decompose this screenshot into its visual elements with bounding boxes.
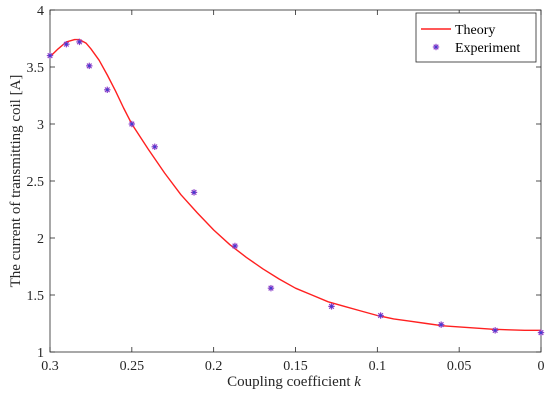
y-tick-label: 4	[37, 4, 44, 19]
legend-experiment-label: Experiment	[455, 41, 520, 56]
y-tick-label: 3.5	[27, 61, 45, 76]
x-tick-label: 0.2	[205, 359, 223, 374]
legend: Theory Experiment	[415, 12, 537, 63]
x-tick-label: 0	[538, 359, 545, 374]
experiment-point	[76, 38, 83, 46]
y-tick-label: 2.5	[27, 175, 45, 190]
legend-experiment-marker	[432, 43, 440, 51]
experiment-point	[437, 321, 445, 328]
experiment-point	[231, 242, 239, 250]
y-tick-label: 1.5	[27, 289, 45, 304]
x-tick-label: 0.05	[447, 359, 472, 374]
experiment-point	[63, 41, 70, 48]
x-axis-label: Coupling coefficient k	[227, 374, 361, 390]
y-axis-ticks: 1 1.5 2 2.5 3 3.5 4	[27, 4, 541, 361]
experiment-point	[377, 312, 384, 319]
x-tick-label: 0.3	[41, 359, 59, 374]
experiment-point	[537, 329, 545, 336]
y-axis-label: The current of transmitting coil [A]	[8, 75, 24, 288]
experiment-point	[328, 303, 335, 310]
plot-area	[46, 9, 545, 353]
experiment-point	[128, 120, 136, 128]
x-tick-label: 0.25	[120, 359, 145, 374]
x-tick-label: 0.1	[369, 359, 387, 374]
experiment-point	[151, 143, 158, 150]
axes-box	[49, 9, 542, 353]
legend-box	[415, 12, 537, 63]
x-axis-ticks: 0.3 0.25 0.2 0.15 0.1 0.05 0	[41, 10, 545, 374]
experiment-point	[86, 62, 93, 70]
experiment-point	[46, 52, 54, 59]
experiment-point	[190, 189, 198, 196]
experiment-point	[267, 284, 275, 292]
y-tick-label: 2	[37, 232, 44, 247]
experiment-point	[491, 327, 499, 334]
legend-theory-label: Theory	[455, 23, 495, 38]
x-tick-label: 0.15	[283, 359, 308, 374]
y-tick-label: 3	[37, 118, 44, 133]
legend-experiment-swatch	[432, 43, 440, 51]
experiment-point	[104, 86, 111, 93]
y-tick-label: 1	[37, 346, 44, 361]
